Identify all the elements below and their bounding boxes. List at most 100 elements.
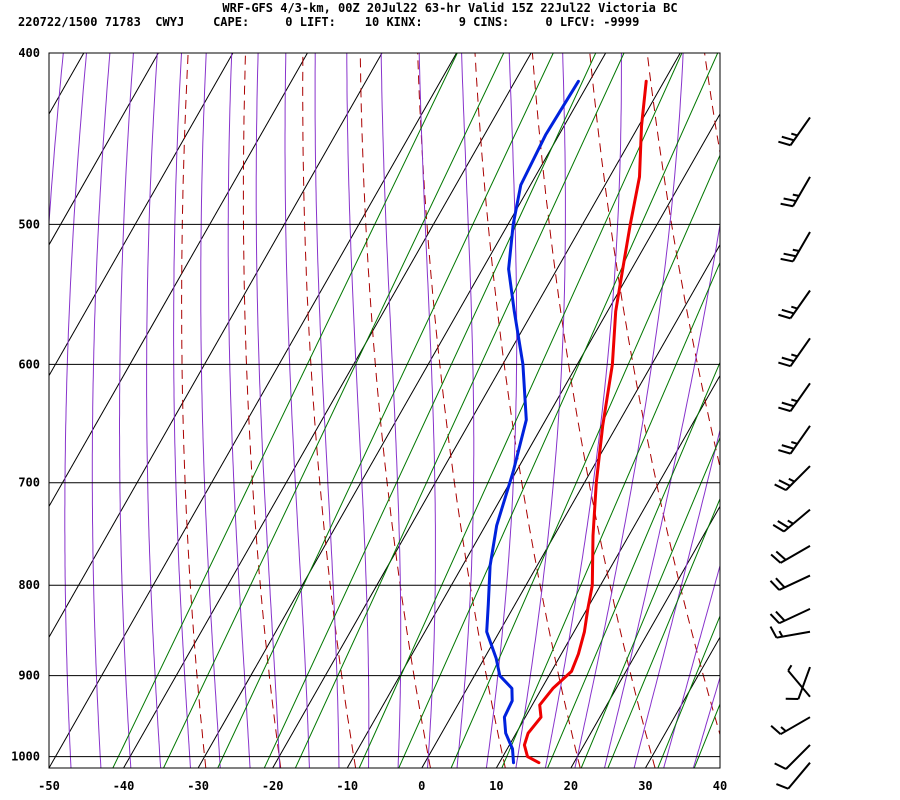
pressure-tick-label: 1000: [11, 750, 40, 764]
isotherm-line: [49, 53, 308, 508]
wind-barb-flag: [774, 483, 787, 492]
wind-barb: [780, 231, 811, 263]
moist-adiabat-line: [747, 14, 900, 787]
wind-barb-flag: [778, 449, 791, 455]
pressure-tick-label: 500: [18, 217, 40, 231]
moist-adiabat-line: [146, 53, 162, 768]
wind-barb: [778, 116, 811, 147]
pressure-tick-label: 400: [18, 46, 40, 60]
temperature-tick-labels: -50 -40 -30 -20 -10 0 10 20 30 40: [38, 779, 727, 793]
wind-barb-flag: [781, 401, 795, 408]
dry-adiabat-line: [181, 53, 207, 768]
wind-barb-staff: [787, 762, 811, 790]
moist-adiabat-line: [119, 53, 134, 768]
dry-adiabat-lines: [181, 53, 900, 768]
mixing-ratio-line: [398, 53, 719, 768]
wind-barb-half-flag: [792, 193, 800, 197]
pressure-tick-label: 600: [18, 357, 40, 371]
wind-barb-half-flag: [788, 477, 795, 483]
isotherm-lines: [49, 53, 720, 768]
wind-barb: [769, 574, 811, 591]
wind-barb-flag: [781, 135, 795, 142]
wind-barb-half-flag: [791, 353, 798, 358]
moist-adiabat-line: [380, 53, 402, 768]
wind-barb-half-flag: [792, 248, 800, 253]
moist-adiabat-line: [418, 53, 436, 768]
moist-adiabat-line: [485, 53, 518, 768]
wind-barb: [778, 337, 811, 368]
isotherm-line: [49, 53, 85, 116]
wind-barb-flag: [781, 356, 795, 363]
temperature-tick-label: -10: [336, 779, 358, 793]
wind-barb-half-flag: [791, 305, 798, 310]
temperature-tick-label: -40: [113, 779, 135, 793]
pressure-tick-label: 800: [18, 578, 40, 592]
wind-barb-half-flag: [791, 398, 798, 403]
wind-barb-flag: [770, 725, 782, 735]
dry-adiabat-line: [877, 53, 900, 768]
sounding-series: [485, 79, 648, 765]
dry-adiabat-line: [417, 53, 506, 768]
isotherm-line: [49, 53, 383, 639]
isotherm-line: [421, 243, 720, 768]
pressure-grid-lines: [49, 53, 720, 758]
wind-barb: [769, 626, 811, 639]
dry-adiabat-line: [359, 53, 431, 768]
pressure-tick-label: 900: [18, 669, 40, 683]
wind-barb-flag: [774, 762, 787, 770]
moist-adiabat-line: [515, 53, 566, 768]
dry-adiabat-line: [474, 53, 581, 768]
wind-barb-half-flag: [778, 630, 784, 638]
dry-adiabat-line: [242, 53, 282, 768]
moist-adiabat-lines: [49, 14, 900, 787]
isotherm-line: [197, 53, 607, 768]
pressure-tick-label: 700: [18, 476, 40, 490]
dewpoint-line: [485, 79, 580, 765]
temperature-tick-label: -20: [262, 779, 284, 793]
mixing-ratio-line: [294, 53, 625, 768]
wind-barb: [787, 664, 811, 698]
wind-barb: [769, 607, 811, 625]
moist-adiabat-line: [255, 53, 281, 768]
moist-adiabat-line: [544, 53, 622, 768]
isotherm-line: [495, 374, 720, 768]
mixing-ratio-line: [112, 53, 458, 768]
moist-adiabat-line: [633, 427, 720, 768]
sounding-indices: 220722/1500 71783 CWYJ CAPE: 0 LIFT: 10 …: [18, 15, 640, 29]
wind-barb-staff: [785, 744, 811, 770]
wind-barb-flag: [781, 444, 795, 450]
wind-barb-flag: [769, 613, 780, 624]
wind-barb: [772, 508, 811, 533]
dry-adiabat-line: [762, 53, 900, 768]
isotherm-line: [123, 53, 532, 768]
wind-barb: [778, 382, 811, 413]
mixing-ratio-line: [358, 53, 683, 768]
isotherm-line: [570, 505, 720, 768]
wind-barb: [774, 465, 811, 492]
wind-barb: [776, 762, 811, 790]
wind-barb-half-flag: [791, 441, 798, 445]
mixing-ratio-line: [217, 53, 554, 768]
wind-barb: [770, 716, 811, 736]
moist-adiabat-line: [692, 675, 720, 768]
temperature-line: [522, 79, 648, 765]
isotherm-line: [272, 53, 681, 768]
isotherm-line: [719, 766, 720, 768]
wind-barb-flag: [783, 252, 797, 258]
temperature-tick-label: 40: [713, 779, 727, 793]
moist-adiabat-line: [173, 53, 192, 768]
isotherm-line: [49, 53, 457, 768]
wind-barb-flag: [769, 580, 780, 591]
moist-adiabat-line: [91, 53, 111, 768]
mixing-ratio-line: [163, 53, 505, 768]
wind-barb-flag: [770, 553, 782, 564]
pressure-tick-labels: 400 500 600 700 800 900 1000: [11, 46, 40, 764]
wind-barb: [785, 666, 811, 701]
wind-barb-flag: [775, 577, 786, 589]
mixing-ratio-line: [263, 53, 597, 768]
wind-barb: [770, 544, 811, 564]
moist-adiabat-line: [227, 53, 251, 768]
temperature-tick-label: 10: [489, 779, 503, 793]
moist-adiabat-line: [574, 53, 684, 768]
moist-adiabat-line: [663, 563, 720, 768]
